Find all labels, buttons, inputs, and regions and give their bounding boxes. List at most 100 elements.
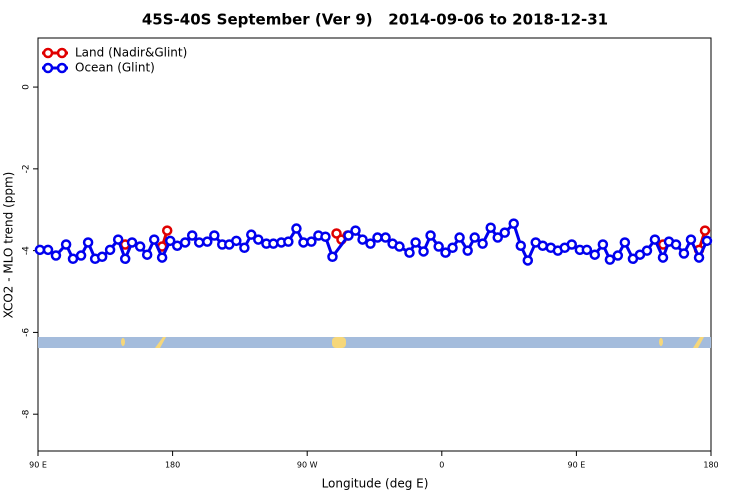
data-point [522,255,534,266]
data-point [34,244,46,256]
data-point [693,252,705,263]
legend-marker [42,47,54,59]
data-point [343,230,354,241]
legend-marker [56,62,68,74]
data-point [404,247,415,258]
data-point [492,232,503,243]
data-point [253,234,264,245]
data-point [641,245,653,256]
legend-label: Land (Nadir&Glint) [75,46,187,60]
data-point [148,234,160,245]
data-point [50,250,62,261]
data-point [699,225,711,236]
data-point [685,234,697,245]
x-tick-label: 0 [439,461,444,470]
land-strip [659,338,663,346]
data-point [604,254,616,265]
land-strip [693,337,704,348]
data-point [670,239,682,250]
data-point [657,252,669,263]
surface-strip [38,337,711,348]
data-point [126,237,138,248]
data-point [477,238,488,249]
data-point [141,249,153,260]
x-axis-label: Longitude (deg E) [322,477,429,491]
data-point [515,240,527,251]
data-point [134,241,146,252]
data-point [612,250,624,261]
y-tick-label: -4 [22,246,32,255]
data-point [649,234,661,245]
data-point [619,237,631,248]
chart-title: 45S-40S September (Ver 9) 2014-09-06 to … [142,11,608,29]
data-point [327,251,338,263]
data-point [75,250,87,261]
x-tick-label: 180 [703,461,718,470]
x-tick-label: 90 E [29,461,47,470]
data-point [104,244,116,256]
data-point [454,232,465,243]
y-tick-label: -6 [22,328,32,337]
data-point [447,242,458,254]
data-point [365,238,376,249]
data-point [350,225,361,236]
data-point [164,235,176,247]
data-point [380,232,391,243]
data-point [440,247,451,258]
data-point [418,246,429,257]
x-tick-label: 180 [165,461,180,470]
data-point [283,236,294,247]
data-point [566,239,578,250]
y-axis-label: XCO2 - MLO trend (ppm) [2,172,16,319]
data-point [485,222,496,233]
land-strip [155,337,166,348]
data-point [67,253,79,265]
data-point [231,235,242,247]
data-point [678,248,690,259]
data-point [119,253,131,265]
data-point [193,237,205,248]
x-tick-label: 90 E [568,461,586,470]
x-tick-label: 90 W [297,461,318,470]
data-point [433,241,444,252]
data-point [82,237,94,248]
data-point [508,218,519,229]
data-point [597,239,609,250]
data-point [499,227,511,238]
data-point [156,252,168,263]
land-strip [121,338,125,346]
y-tick-label: 0 [22,84,32,90]
data-point [268,238,279,249]
land-strip [332,337,346,348]
ocean-strip [38,337,711,348]
data-point [394,241,405,252]
data-point [372,232,383,243]
data-point [469,232,480,243]
data-point [112,234,124,245]
data-point [246,229,257,240]
data-point [209,230,220,241]
data-point [589,249,601,260]
data-point [320,231,331,242]
data-point [60,239,72,250]
data-point [462,245,473,256]
data-point [701,235,713,247]
data-point [161,225,173,236]
data-point [306,236,317,247]
data-point [42,244,54,256]
data-point [239,242,250,254]
data-point [425,230,436,241]
data-point [357,234,368,245]
data-point [291,223,302,234]
data-point [202,236,213,247]
y-tick-label: -2 [22,164,32,173]
data-point [96,251,108,263]
legend-marker [42,62,54,74]
data-point [186,230,198,241]
data-point [537,240,548,251]
data-point [581,244,593,256]
legend-marker [56,47,68,59]
y-tick-label: -8 [22,409,32,418]
data-point [410,237,421,248]
